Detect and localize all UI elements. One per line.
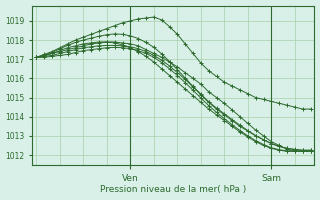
- X-axis label: Pression niveau de la mer( hPa ): Pression niveau de la mer( hPa ): [100, 185, 247, 194]
